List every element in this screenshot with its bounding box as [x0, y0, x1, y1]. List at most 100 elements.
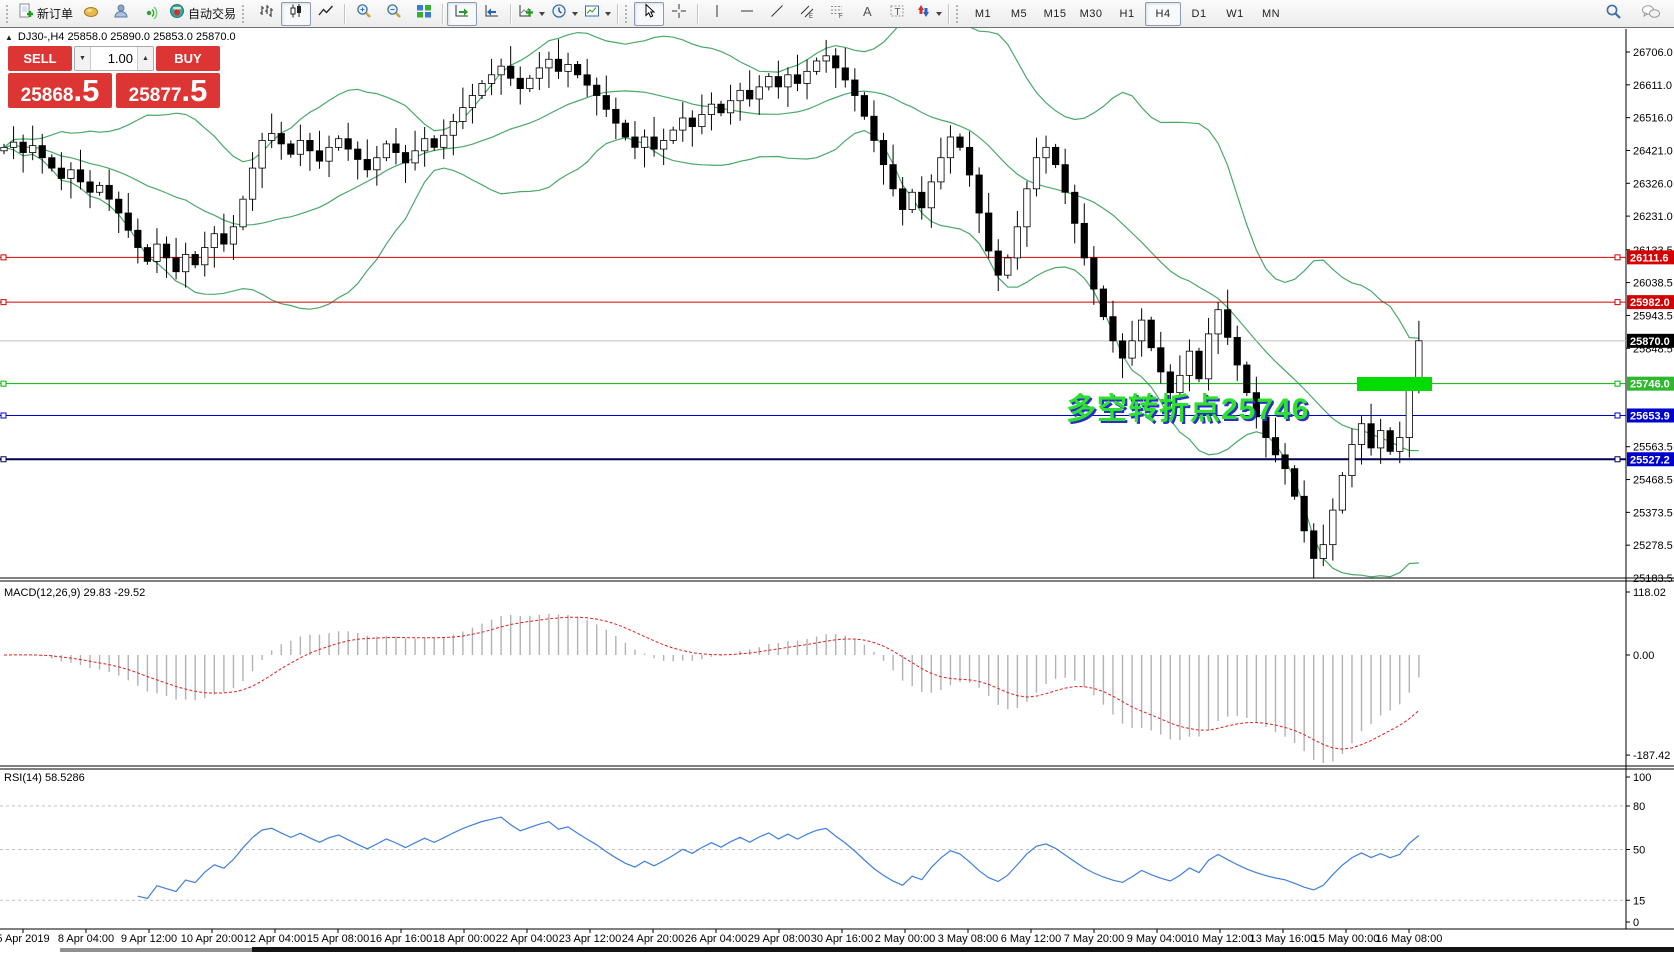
bollinger-lower-band: [3, 129, 1419, 578]
time-tick-label: 18 Apr 00:00: [433, 933, 495, 945]
rsi-tick-label: 50: [1633, 845, 1645, 857]
macd-histogram-bar: [1284, 655, 1286, 737]
dropdown-caret-icon: [539, 11, 546, 16]
macd-histogram-bar: [557, 614, 560, 655]
macd-histogram-bar: [529, 615, 531, 655]
macd-histogram-bar: [156, 655, 158, 694]
volume-input[interactable]: 1.00: [107, 51, 133, 66]
macd-histogram-bar: [643, 653, 646, 655]
line-chart-icon: [318, 3, 334, 24]
macd-histogram-bar: [1131, 655, 1133, 728]
profile-button[interactable]: [106, 2, 136, 26]
macd-histogram-bar: [251, 655, 254, 672]
macd-histogram-bar: [1074, 655, 1076, 681]
macd-histogram-bar: [892, 655, 894, 671]
macd-histogram-bar: [1026, 655, 1028, 702]
autotrading-button[interactable]: 自动交易: [166, 2, 239, 26]
macd-histogram-bar: [1389, 655, 1391, 711]
time-tick-label: 12 Apr 04:00: [244, 933, 306, 945]
macd-histogram-bar: [118, 655, 120, 676]
macd-histogram-bar: [921, 655, 923, 692]
macd-histogram-bar: [223, 655, 225, 693]
price-tick-label: 26231.0: [1633, 211, 1673, 223]
indicators-button[interactable]: [515, 2, 548, 26]
time-tick-label: 10 May 12:00: [1187, 933, 1254, 945]
timeframe-mn-button[interactable]: MN: [1261, 7, 1281, 20]
crosshair-button[interactable]: [664, 2, 694, 26]
zoom-out-button[interactable]: [379, 2, 409, 26]
chart-annotation-text[interactable]: 多空转折点25746: [1066, 393, 1310, 426]
scrollbar-thumb[interactable]: [252, 947, 1674, 952]
toolbar-grip: [242, 4, 248, 23]
time-tick-label: 9 Apr 12:00: [121, 933, 177, 945]
timeframe-m5-button[interactable]: M5: [1010, 7, 1028, 20]
timeframe-m15-button[interactable]: M15: [1043, 7, 1067, 20]
buy-button[interactable]: BUY: [156, 46, 220, 71]
sell-price-button[interactable]: 25868 .5: [8, 73, 112, 108]
timeframe-w1-button[interactable]: W1: [1226, 7, 1244, 20]
timeframe-h1-button[interactable]: H1: [1119, 7, 1135, 20]
horizontal-line-button[interactable]: [732, 2, 762, 26]
text-label-button[interactable]: T: [882, 2, 912, 26]
cursor-button[interactable]: [634, 1, 665, 26]
fibonacci-button[interactable]: F: [822, 2, 852, 26]
search-button[interactable]: [1598, 2, 1628, 26]
macd-histogram-bar: [911, 655, 913, 687]
gold-button[interactable]: [76, 2, 106, 26]
price-tick-label: 26516.0: [1633, 113, 1673, 125]
macd-histogram-bar: [1341, 655, 1344, 755]
sell-button[interactable]: SELL: [8, 46, 72, 71]
price-line-label: [1627, 333, 1674, 348]
timeframe-m30-button[interactable]: M30: [1079, 7, 1103, 20]
rsi-line: [137, 816, 1420, 900]
scrollbar-track: [60, 948, 252, 952]
timeframe-h4-button[interactable]: H4: [1145, 1, 1182, 26]
macd-histogram-bar: [1332, 655, 1334, 762]
templates-button[interactable]: [581, 2, 614, 26]
signal-icon: [143, 3, 159, 24]
line-chart-button[interactable]: [311, 2, 341, 26]
chart-shift-button[interactable]: [477, 2, 507, 26]
macd-histogram-bar: [1169, 655, 1172, 740]
bar-chart-button[interactable]: [251, 2, 281, 26]
zoom-in-button[interactable]: [349, 2, 379, 26]
timeframe-d1-button[interactable]: D1: [1191, 7, 1207, 20]
indicators-add-icon: [518, 3, 534, 24]
macd-histogram-bar: [949, 655, 952, 686]
candlestick-chart-button[interactable]: [281, 1, 312, 26]
macd-histogram-bar: [414, 638, 416, 655]
macd-histogram-bar: [1112, 655, 1114, 715]
vertical-line-button[interactable]: [702, 2, 732, 26]
text-button[interactable]: A: [852, 2, 882, 26]
line-handle: [0, 299, 7, 306]
collapse-panel-icon[interactable]: ▲: [5, 32, 13, 42]
auto-scroll-button[interactable]: [447, 1, 478, 26]
macd-histogram-bar: [968, 655, 971, 683]
volume-increase-button[interactable]: ▲: [137, 47, 153, 70]
sell-price-fraction: .5: [73, 73, 100, 108]
volume-decrease-button[interactable]: ▼: [75, 47, 91, 70]
signal-button[interactable]: [136, 2, 166, 26]
macd-histogram-bar: [1408, 655, 1411, 693]
svg-text:E: E: [809, 14, 813, 19]
macd-title: MACD(12,26,9) 29.83 -29.52: [4, 587, 145, 599]
trendline-button[interactable]: [762, 2, 792, 26]
macd-histogram-bar: [538, 614, 541, 655]
time-tick-label: 6 May 12:00: [1001, 933, 1062, 945]
periods-button[interactable]: [548, 2, 581, 26]
buy-price-button[interactable]: 25877 .5: [116, 73, 220, 108]
price-line-label-text: 26111.6: [1630, 252, 1669, 264]
toolbar-separator: [948, 3, 951, 24]
price-tick-label: 25278.5: [1633, 540, 1673, 552]
macd-histogram-bar: [959, 655, 961, 683]
equidistant-channel-button[interactable]: E: [792, 2, 822, 26]
macd-histogram-bar: [70, 655, 72, 663]
new-order-button[interactable]: 新订单: [15, 2, 76, 26]
macd-histogram-bar: [60, 655, 63, 662]
chat-button[interactable]: [1636, 2, 1666, 26]
timeframe-m1-button[interactable]: M1: [974, 7, 992, 20]
arrows-button[interactable]: [912, 2, 945, 26]
tile-windows-button[interactable]: [409, 2, 439, 26]
text-a-icon: A: [859, 3, 875, 24]
